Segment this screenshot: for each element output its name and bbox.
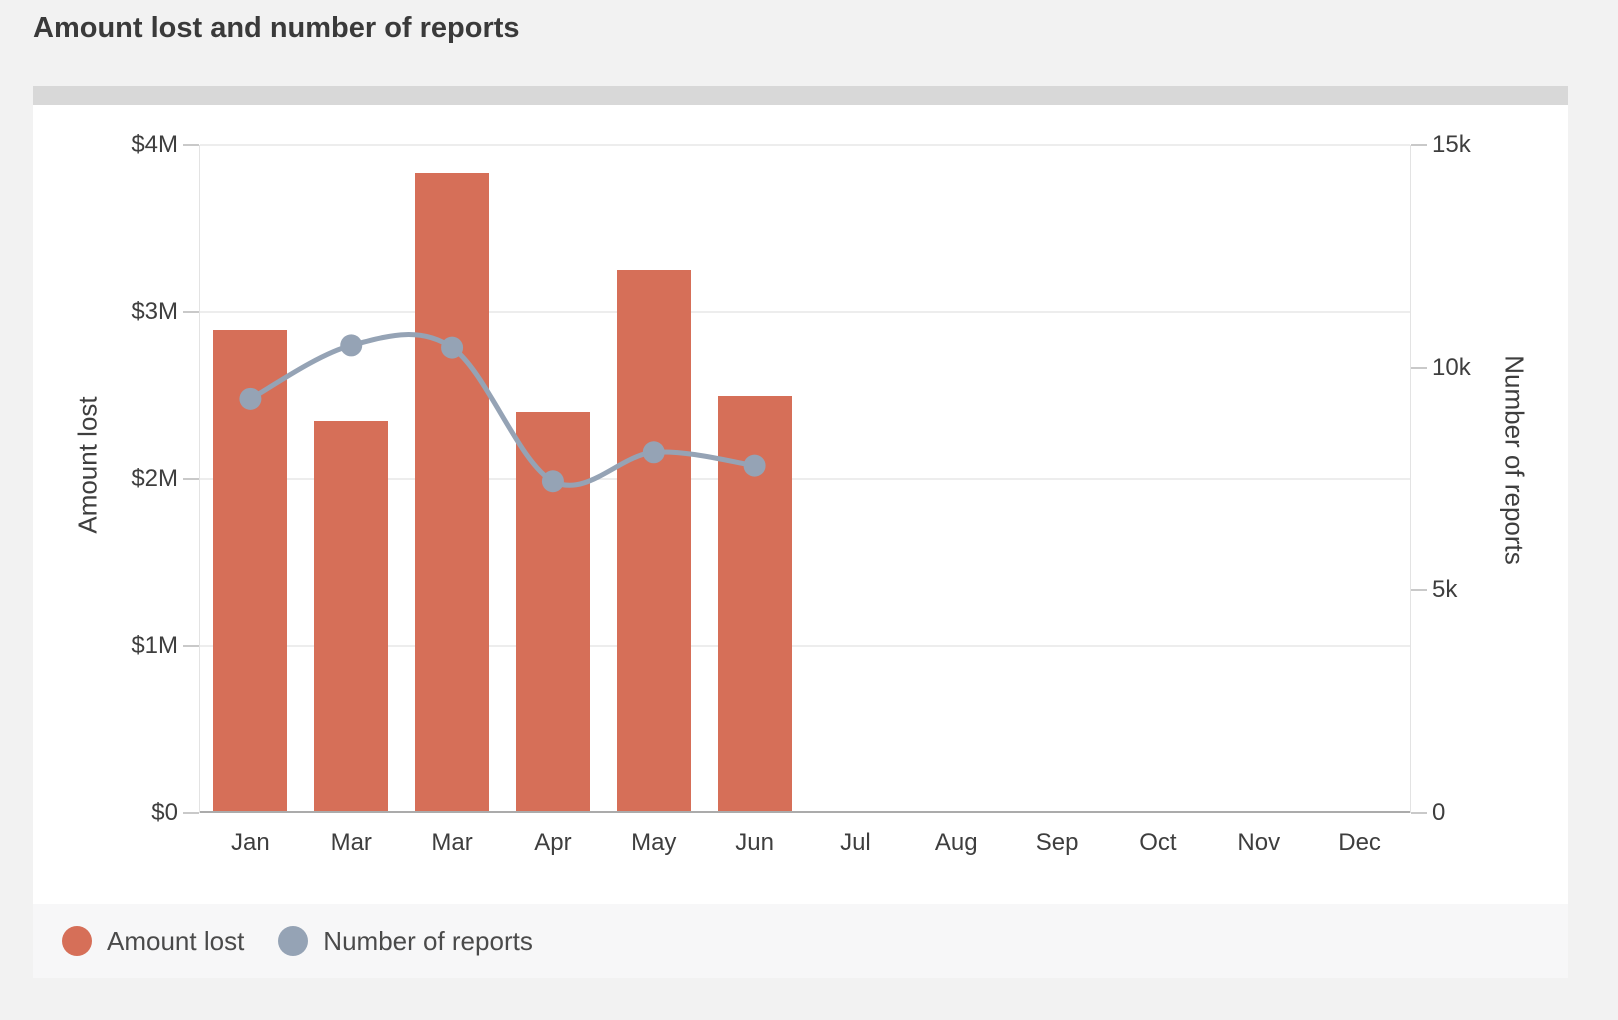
gridline (200, 645, 1410, 647)
gridline (200, 311, 1410, 313)
chart-legend: Amount lost Number of reports (33, 904, 1568, 978)
left-axis-tick (183, 311, 199, 313)
legend-label-number-of-reports: Number of reports (323, 925, 533, 956)
right-axis-tick (1411, 589, 1427, 592)
reports-point[interactable] (541, 470, 564, 493)
left-axis-tick (183, 144, 199, 146)
x-axis-label: Jan (231, 829, 270, 856)
plot-right-border (1410, 145, 1411, 813)
reports-line (247, 332, 758, 488)
left-axis-tick (183, 478, 199, 480)
right-axis-tick-label: 5k (1432, 576, 1458, 604)
legend-marker-number-of-reports-icon (278, 926, 309, 956)
legend-item-number-of-reports[interactable]: Number of reports (278, 926, 533, 957)
gridline (200, 144, 1410, 146)
right-axis-tick (1411, 366, 1427, 369)
right-axis-tick (1411, 812, 1427, 814)
page-title: Amount lost and number of reports (33, 12, 520, 44)
left-axis-tick-label: $3M (131, 298, 178, 325)
legend-label-amount-lost: Amount lost (107, 925, 245, 956)
left-axis-tick-label: $0 (151, 799, 178, 826)
reports-point[interactable] (239, 387, 262, 410)
bar-mar[interactable] (314, 420, 389, 813)
right-axis-tick-label: 10k (1432, 353, 1471, 381)
right-axis-title: Number of reports (1499, 355, 1530, 565)
horizontal-scrollbar-track[interactable] (33, 86, 1568, 105)
x-axis-label: Dec (1338, 829, 1381, 856)
reports-point[interactable] (642, 441, 665, 464)
x-axis-label: Sep (1035, 829, 1079, 856)
bar-mar[interactable] (415, 173, 490, 813)
reports-line-layer (239, 332, 766, 493)
reports-point[interactable] (340, 334, 363, 357)
left-axis-tick (183, 645, 199, 647)
left-axis-tick-label: $1M (131, 632, 178, 659)
x-axis-label: Jun (735, 829, 774, 856)
legend-marker-amount-lost-icon (62, 926, 92, 956)
x-axis-label: Nov (1237, 829, 1281, 856)
x-axis-label: Jul (840, 829, 871, 856)
x-axis-label: Oct (1139, 829, 1177, 856)
chart-panel: Amount lost Number of reports $0 $1M $2M $3… (33, 86, 1568, 978)
right-axis-tick-label: 0 (1432, 799, 1446, 826)
left-axis-tick-label: $4M (131, 131, 178, 158)
plot-left-border (199, 145, 200, 813)
x-axis-line (200, 811, 1410, 813)
x-axis-label: Mar (330, 829, 372, 856)
right-axis-tick-label: 15k (1432, 131, 1471, 158)
gridline (200, 478, 1410, 480)
left-axis-tick (183, 812, 199, 814)
plot-area (183, 144, 1427, 814)
left-axis-title: Amount lost (72, 396, 103, 534)
left-axis-tick-label: $2M (131, 465, 178, 492)
x-axis-label: Aug (934, 829, 978, 856)
bar-may[interactable] (616, 270, 691, 813)
chart-card: Amount lost Number of reports $0 $1M $2M $3… (33, 105, 1568, 904)
reports-point[interactable] (743, 454, 766, 477)
reports-point[interactable] (441, 336, 464, 359)
x-axis-label: Mar (431, 829, 473, 856)
right-axis-tick (1411, 144, 1427, 146)
legend-item-amount-lost[interactable]: Amount lost (62, 926, 244, 957)
x-axis-label: Apr (534, 829, 572, 856)
x-axis-label: May (631, 829, 677, 856)
bar-jan[interactable] (213, 330, 288, 813)
